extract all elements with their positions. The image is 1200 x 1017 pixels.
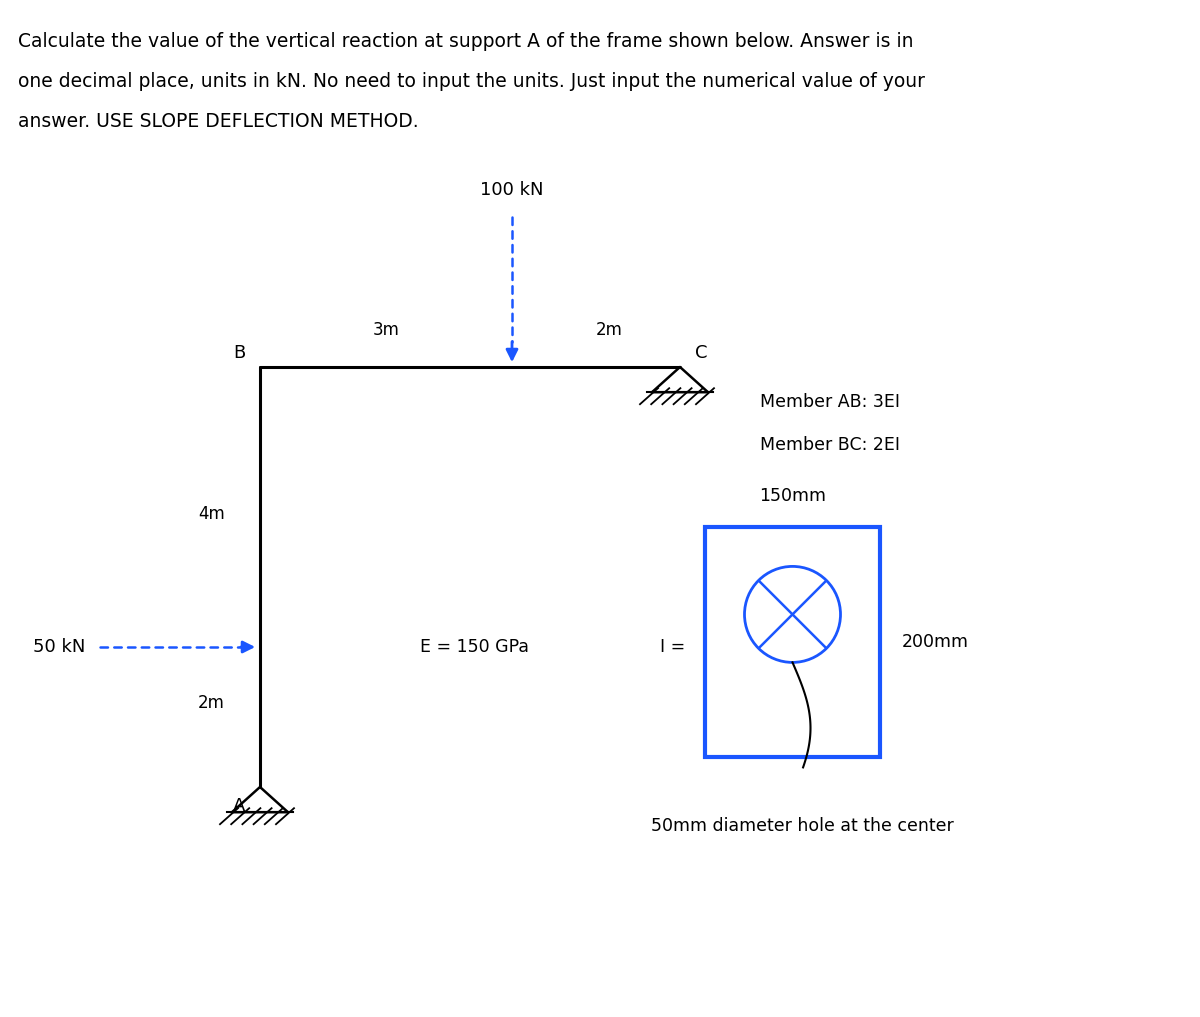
Text: I =: I = bbox=[660, 638, 685, 656]
Text: C: C bbox=[695, 344, 708, 362]
Text: 2m: 2m bbox=[595, 321, 623, 339]
Text: Member AB: 3EI: Member AB: 3EI bbox=[760, 393, 900, 411]
Text: 50mm diameter hole at the center: 50mm diameter hole at the center bbox=[652, 817, 954, 835]
Text: E = 150 GPa: E = 150 GPa bbox=[420, 638, 529, 656]
Circle shape bbox=[744, 566, 840, 662]
Text: 3m: 3m bbox=[372, 321, 400, 339]
Text: Calculate the value of the vertical reaction at support A of the frame shown bel: Calculate the value of the vertical reac… bbox=[18, 32, 913, 51]
Text: 200mm: 200mm bbox=[902, 633, 970, 651]
Text: 100 kN: 100 kN bbox=[480, 181, 544, 199]
Text: A: A bbox=[233, 797, 245, 815]
Text: 4m: 4m bbox=[198, 505, 226, 523]
Text: 2m: 2m bbox=[198, 694, 226, 712]
Bar bbox=[706, 527, 880, 757]
Text: 150mm: 150mm bbox=[760, 487, 826, 505]
Text: Member BC: 2EI: Member BC: 2EI bbox=[760, 436, 900, 454]
Text: B: B bbox=[233, 344, 245, 362]
Text: 50 kN: 50 kN bbox=[32, 638, 85, 656]
Text: answer. USE SLOPE DEFLECTION METHOD.: answer. USE SLOPE DEFLECTION METHOD. bbox=[18, 112, 419, 131]
Text: one decimal place, units in kN. No need to input the units. Just input the numer: one decimal place, units in kN. No need … bbox=[18, 72, 925, 91]
